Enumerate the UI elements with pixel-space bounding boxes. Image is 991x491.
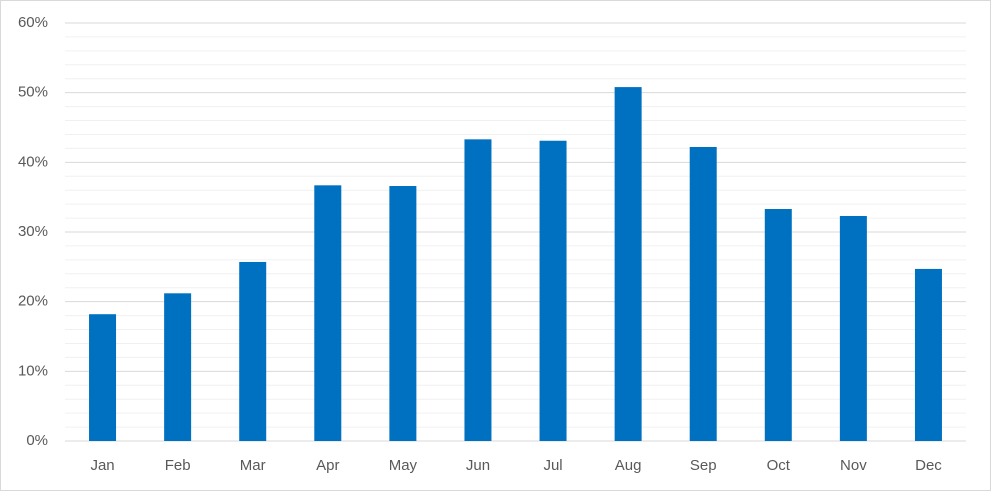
y-tick-label: 60% — [18, 14, 48, 31]
bar — [539, 140, 567, 441]
y-tick-label: 40% — [18, 153, 48, 170]
y-tick-label: 10% — [18, 362, 48, 379]
bar — [839, 215, 867, 441]
x-tick-label: Jul — [543, 457, 562, 474]
bar — [614, 87, 642, 442]
bar — [764, 209, 792, 441]
bar — [914, 268, 942, 441]
x-tick-label: Oct — [767, 457, 791, 474]
x-tick-label: Mar — [240, 457, 266, 474]
y-tick-label: 20% — [18, 293, 48, 310]
x-tick-label: Jan — [90, 457, 114, 474]
y-tick-label: 50% — [18, 84, 48, 101]
bar — [389, 186, 417, 441]
y-tick-label: 0% — [26, 432, 48, 449]
x-tick-label: Dec — [915, 457, 942, 474]
bar — [239, 261, 267, 441]
y-tick-label: 30% — [18, 223, 48, 240]
x-tick-label: Nov — [840, 457, 867, 474]
x-tick-label: Aug — [615, 457, 642, 474]
x-tick-label: Feb — [165, 457, 191, 474]
bar — [164, 293, 192, 441]
x-tick-label: Apr — [316, 457, 339, 474]
bar — [689, 147, 717, 442]
bar — [89, 314, 117, 441]
x-tick-label: May — [389, 457, 418, 474]
x-tick-label: Sep — [690, 457, 717, 474]
bar — [464, 139, 492, 442]
bar — [314, 185, 342, 441]
x-tick-label: Jun — [466, 457, 490, 474]
